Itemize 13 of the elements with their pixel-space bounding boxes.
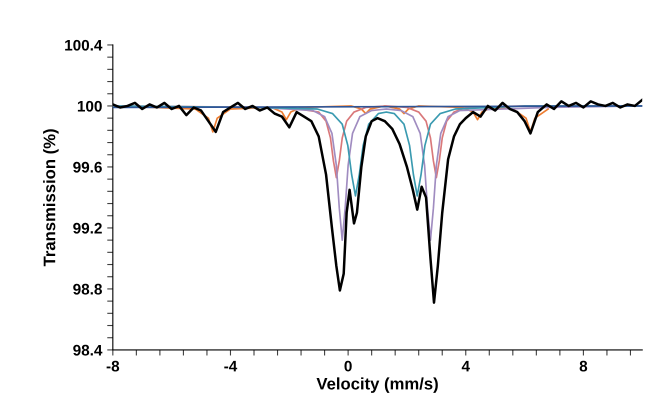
y-tick-label: 98.8: [73, 284, 102, 295]
x-tick-label: 0: [344, 360, 352, 372]
x-tick-label: 8: [580, 360, 588, 372]
x-tick-label: -4: [224, 360, 238, 372]
y-axis-title: Transmission (%): [43, 129, 59, 266]
y-tick-label: 99.6: [73, 162, 102, 173]
y-tick-label: 99.2: [73, 222, 102, 234]
x-tick-label: -8: [106, 360, 120, 372]
x-tick-label: 4: [462, 360, 470, 372]
y-tick-label: 100.4: [65, 40, 102, 51]
y-tick-label: 98.4: [73, 344, 102, 356]
x-axis-title: Velocity (mm/s): [316, 377, 438, 393]
y-tick-label: 100: [78, 100, 102, 112]
